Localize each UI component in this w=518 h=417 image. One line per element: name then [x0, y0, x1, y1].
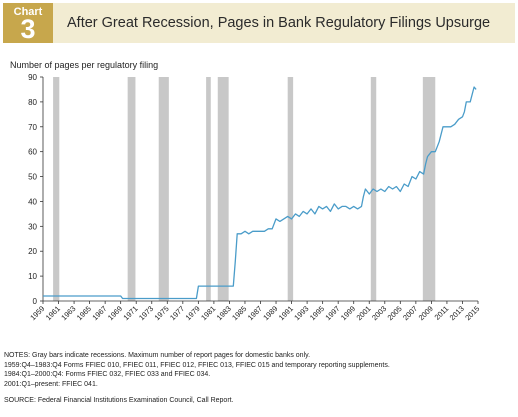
x-tick-label: 1987 — [246, 304, 264, 322]
x-tick-label: 1981 — [199, 304, 217, 322]
recession-bar — [422, 77, 436, 301]
x-tick-label: 1969 — [106, 304, 124, 322]
y-axis-label: Number of pages per regulatory filing — [10, 60, 159, 70]
x-tick-label: 2003 — [370, 304, 388, 322]
recession-bar — [53, 77, 60, 301]
chart-source: SOURCE: Federal Financial Institutions E… — [4, 397, 234, 404]
y-tick-label: 90 — [28, 73, 37, 82]
recession-bar — [287, 77, 294, 301]
chart-notes: NOTES: Gray bars indicate recessions. Ma… — [4, 351, 514, 389]
y-tick-label: 0 — [33, 297, 38, 306]
x-tick-label: 2001 — [355, 304, 373, 322]
recession-bar — [217, 77, 229, 301]
y-tick-label: 10 — [28, 272, 37, 281]
x-tick-label: 1989 — [261, 304, 279, 322]
y-tick-label: 60 — [28, 148, 37, 157]
x-tick-label: 1985 — [230, 304, 248, 322]
chart-word: Chart — [13, 6, 43, 18]
note-line: 1984:Q1–2000:Q4: Forms FFIEC 032, FFIEC … — [4, 371, 211, 378]
x-tick-label: 1963 — [59, 304, 77, 322]
chart-number-badge: Chart 3 — [3, 3, 53, 44]
recession-bar — [158, 77, 169, 301]
x-tick-label: 1995 — [308, 304, 326, 322]
x-tick-label: 2011 — [433, 304, 451, 322]
x-tick-label: 1965 — [75, 304, 93, 322]
chart-header: Chart 3 After Great Recession, Pages in … — [3, 3, 515, 44]
y-tick-label: 80 — [28, 98, 37, 107]
x-tick-label: 1973 — [137, 304, 155, 322]
x-tick-label: 1979 — [184, 304, 202, 322]
line-chart: 0102030405060708090195919611963196519671… — [28, 73, 481, 322]
x-tick-label: 1961 — [44, 304, 62, 322]
x-tick-label: 1975 — [153, 304, 171, 322]
x-tick-label: 1993 — [292, 304, 310, 322]
x-tick-label: 2015 — [463, 304, 481, 322]
y-tick-label: 20 — [28, 247, 37, 256]
x-tick-label: 2005 — [386, 304, 404, 322]
x-tick-label: 1983 — [215, 304, 233, 322]
x-tick-label: 2013 — [448, 304, 466, 322]
y-tick-label: 70 — [28, 123, 37, 132]
note-line: 1959:Q4–1983:Q4 Forms FFIEC 010, FFIEC 0… — [4, 361, 390, 369]
y-tick-label: 30 — [28, 222, 37, 231]
recession-bar — [206, 77, 211, 301]
x-tick-label: 1977 — [168, 304, 186, 322]
x-tick-label: 1971 — [121, 304, 139, 322]
x-tick-label: 1997 — [323, 304, 341, 322]
x-tick-label: 1967 — [90, 304, 108, 322]
y-tick-label: 50 — [28, 173, 37, 182]
y-tick-label: 40 — [28, 197, 37, 206]
chart-number: 3 — [20, 14, 36, 44]
note-line: NOTES: Gray bars indicate recessions. Ma… — [4, 352, 311, 359]
x-tick-label: 1959 — [28, 304, 46, 322]
x-tick-label: 2007 — [401, 304, 419, 322]
x-tick-label: 1999 — [339, 304, 357, 322]
x-tick-label: 2009 — [417, 304, 435, 322]
x-tick-label: 1991 — [277, 304, 295, 322]
recession-bar — [127, 77, 136, 301]
note-line: 2001:Q1–present: FFIEC 041. — [4, 380, 98, 388]
chart-title: After Great Recession, Pages in Bank Reg… — [67, 15, 491, 31]
series-line — [43, 86, 477, 300]
